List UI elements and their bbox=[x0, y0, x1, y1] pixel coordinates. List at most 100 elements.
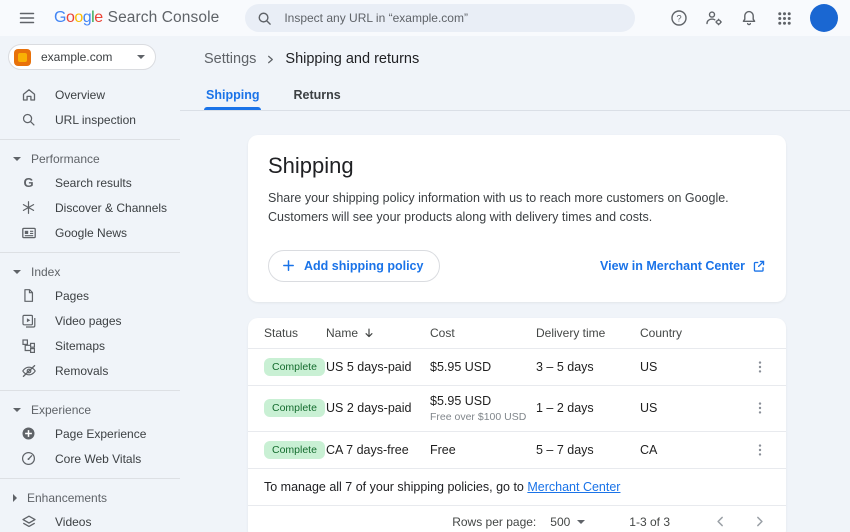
apps-grid-icon[interactable] bbox=[771, 5, 797, 31]
chevron-down-icon bbox=[137, 55, 145, 59]
property-icon bbox=[14, 48, 31, 66]
svg-text:?: ? bbox=[676, 13, 681, 24]
notifications-bell-icon[interactable] bbox=[736, 5, 762, 31]
help-icon[interactable]: ? bbox=[666, 5, 692, 31]
expand-arrow-icon bbox=[13, 407, 21, 412]
column-header-country: Country bbox=[640, 325, 683, 340]
policy-name: US 5 days-paid bbox=[326, 359, 412, 374]
sidebar-item-label: URL inspection bbox=[55, 112, 136, 127]
policy-cost: $5.95 USD bbox=[430, 359, 492, 374]
account-avatar[interactable] bbox=[810, 4, 838, 32]
description-line: Share your shipping policy information w… bbox=[268, 191, 729, 205]
expand-arrow-icon bbox=[13, 269, 21, 274]
sidebar-item-label: Sitemaps bbox=[55, 338, 106, 353]
status-badge: Complete bbox=[264, 440, 325, 459]
sidebar-item-overview[interactable]: Overview bbox=[0, 82, 180, 107]
policy-name: CA 7 days-free bbox=[326, 442, 409, 457]
rows-per-page-label: Rows per page: bbox=[452, 514, 537, 529]
tab-returns[interactable]: Returns bbox=[293, 88, 341, 102]
policy-delivery: 1 – 2 days bbox=[536, 401, 594, 416]
news-icon bbox=[20, 225, 37, 241]
logo-letter: l bbox=[91, 9, 95, 26]
divider bbox=[0, 139, 180, 140]
sidebar-item-video-pages[interactable]: Video pages bbox=[0, 308, 180, 333]
row-menu-kebab-icon[interactable] bbox=[750, 440, 770, 460]
sidebar-item-label: Videos bbox=[55, 514, 92, 529]
sidebar-item-removals[interactable]: Removals bbox=[0, 358, 180, 383]
previous-page-icon[interactable] bbox=[714, 515, 727, 528]
section-label: Index bbox=[31, 264, 61, 279]
rows-per-page-select[interactable]: 500 bbox=[550, 514, 586, 529]
sidebar-section-enhancements[interactable]: Enhancements bbox=[0, 486, 180, 509]
pagination-range: 1-3 of 3 bbox=[629, 514, 670, 529]
divider bbox=[0, 390, 180, 391]
sidebar-item-search-results[interactable]: G Search results bbox=[0, 170, 180, 195]
topbar-actions: ? bbox=[666, 4, 838, 32]
search-icon bbox=[20, 112, 37, 127]
content-cards: Shipping Share your shipping policy info… bbox=[180, 111, 850, 532]
url-inspect-searchbar[interactable] bbox=[245, 4, 636, 32]
section-label: Experience bbox=[31, 402, 92, 417]
table-row: Complete CA 7 days-free Free 5 – 7 days … bbox=[248, 430, 786, 468]
breadcrumb-settings[interactable]: Settings bbox=[204, 51, 257, 67]
sidebar-section-performance[interactable]: Performance bbox=[0, 147, 180, 170]
sitemaps-icon bbox=[20, 338, 37, 354]
sidebar-item-videos[interactable]: Videos bbox=[0, 509, 180, 532]
search-icon bbox=[257, 11, 272, 26]
shipping-policies-table: Status Name Cost Delivery time Country C… bbox=[248, 317, 786, 532]
rows-per-page-value: 500 bbox=[550, 514, 571, 529]
policy-cost: Free bbox=[430, 442, 456, 457]
speedometer-icon bbox=[20, 451, 37, 466]
user-settings-icon[interactable] bbox=[701, 5, 727, 31]
sidebar-section-index[interactable]: Index bbox=[0, 260, 180, 283]
section-label: Enhancements bbox=[27, 490, 108, 505]
sidebar-section-experience[interactable]: Experience bbox=[0, 398, 180, 421]
policy-delivery: 5 – 7 days bbox=[536, 442, 594, 457]
merchant-center-link-label: View in Merchant Center bbox=[600, 258, 745, 273]
column-header-status: Status bbox=[264, 325, 299, 340]
expand-arrow-icon bbox=[13, 156, 21, 161]
menu-icon[interactable] bbox=[14, 5, 40, 31]
view-in-merchant-center-link[interactable]: View in Merchant Center bbox=[600, 259, 766, 273]
sidebar-item-page-experience[interactable]: Page Experience bbox=[0, 421, 180, 446]
product-name: Search Console bbox=[107, 9, 220, 26]
sidebar-item-label: Google News bbox=[55, 225, 128, 240]
google-g-icon: G bbox=[23, 175, 34, 190]
add-shipping-policy-button[interactable]: Add shipping policy bbox=[268, 249, 441, 282]
collapse-arrow-icon bbox=[13, 493, 17, 502]
policy-country: CA bbox=[640, 442, 658, 457]
sidebar-item-google-news[interactable]: Google News bbox=[0, 220, 180, 245]
policy-delivery: 3 – 5 days bbox=[536, 359, 594, 374]
home-icon bbox=[20, 87, 37, 103]
row-menu-kebab-icon[interactable] bbox=[750, 398, 770, 418]
page-title: Shipping bbox=[268, 153, 354, 178]
sidebar-item-core-web-vitals[interactable]: Core Web Vitals bbox=[0, 446, 180, 471]
row-menu-kebab-icon[interactable] bbox=[750, 357, 770, 377]
column-header-name[interactable]: Name bbox=[326, 326, 430, 340]
property-selector[interactable]: example.com bbox=[8, 44, 156, 70]
sidebar-item-sitemaps[interactable]: Sitemaps bbox=[0, 333, 180, 358]
shipping-info-card: Shipping Share your shipping policy info… bbox=[248, 135, 786, 302]
sidebar-item-label: Discover & Channels bbox=[55, 200, 168, 215]
add-button-label: Add shipping policy bbox=[304, 258, 424, 273]
sidebar-item-discover[interactable]: Discover & Channels bbox=[0, 195, 180, 220]
merchant-center-footnote-link[interactable]: Merchant Center bbox=[527, 479, 621, 494]
shipping-description: Share your shipping policy information w… bbox=[268, 189, 766, 228]
sidebar-item-label: Page Experience bbox=[55, 426, 147, 441]
sidebar-item-label: Overview bbox=[55, 87, 106, 102]
logo-letter: o bbox=[74, 9, 83, 26]
plus-icon bbox=[281, 258, 296, 273]
description-line: Customers will see your products along w… bbox=[268, 210, 653, 225]
pagination-bar: Rows per page: 500 1-3 of 3 bbox=[248, 504, 786, 532]
divider bbox=[0, 252, 180, 253]
search-input[interactable] bbox=[282, 10, 624, 26]
status-badge: Complete bbox=[264, 357, 325, 376]
sidebar-item-pages[interactable]: Pages bbox=[0, 283, 180, 308]
sidebar-item-url-inspection[interactable]: URL inspection bbox=[0, 107, 180, 132]
section-label: Performance bbox=[31, 151, 100, 166]
tab-shipping[interactable]: Shipping bbox=[204, 82, 262, 110]
card-actions: Add shipping policy View in Merchant Cen… bbox=[268, 249, 766, 282]
next-page-icon[interactable] bbox=[753, 515, 766, 528]
breadcrumb: Settings Shipping and returns bbox=[180, 44, 850, 74]
table-row: Complete US 2 days-paid $5.95 USD Free o… bbox=[248, 384, 786, 431]
